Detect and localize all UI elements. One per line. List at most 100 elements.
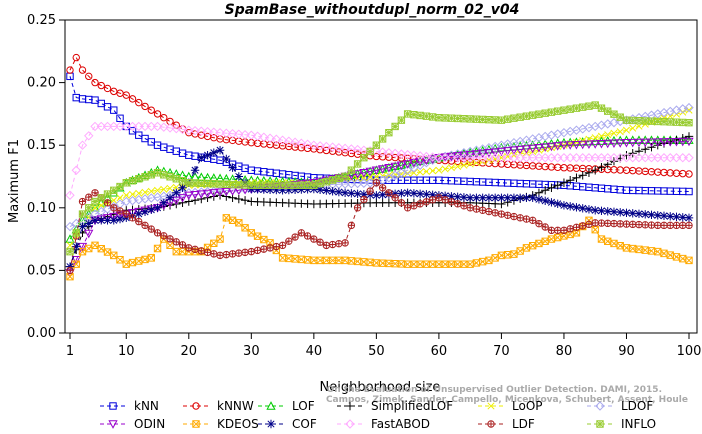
data-point-inflo [322,178,331,186]
data-point-fastabod [77,140,88,150]
data-point-inflo [503,115,512,123]
data-point-ldf [466,204,474,212]
data-point-cof [322,186,331,195]
data-point-cof [159,198,168,207]
data-point-ldf [128,214,137,222]
data-point-ldf [579,222,587,230]
data-point-kdeos [241,224,249,232]
data-point-odin [202,189,213,199]
data-point-fastabod [421,151,432,162]
data-point-fastabod [402,149,413,160]
data-point-loop [160,185,168,193]
data-point-inflo [253,181,262,189]
legend-item-lof: LOF [258,399,315,413]
data-point-ldf [347,221,356,229]
data-point-ldof [390,170,400,180]
data-point-ldf [397,199,406,207]
data-point-cof [547,198,556,207]
data-point-ldf [572,223,581,231]
data-point-ldof [684,102,694,113]
data-point-ldf [516,214,524,222]
data-point-knnw [141,102,149,111]
data-point-cof [353,189,362,198]
series-line-odin [69,140,690,274]
data-point-simplifiedlof [647,143,656,152]
data-point-odin [640,138,650,148]
data-point-ldf [635,220,643,229]
legend-item-ldof: LDOF [587,399,653,413]
data-point-fastabod [477,153,488,163]
legend-label-knnw: kNNW [217,399,254,413]
data-point-odin [484,149,494,158]
data-point-odin [646,138,657,148]
data-point-fastabod [177,124,188,135]
data-point-ldf [247,248,256,256]
data-point-fastabod [159,122,169,132]
data-point-inflo [497,116,506,124]
data-point-ldf [253,246,262,254]
data-point-inflo [572,104,581,112]
data-point-fastabod [527,153,538,163]
data-point-loop [435,166,443,174]
data-point-kdeos [85,244,93,253]
data-point-odin [671,137,682,147]
data-point-loop [610,129,618,137]
data-point-inflo [247,181,256,189]
data-point-inflo [335,174,343,182]
data-point-odin [71,256,81,265]
data-point-odin [171,196,181,206]
data-point-inflo [629,116,637,125]
credit-line-1: On the Evaluation of Unsupervised Outlie… [327,385,662,395]
data-point-loop [166,184,174,192]
data-point-inflo [635,116,643,125]
data-point-ldf [303,232,312,240]
x-tick-label: 100 [677,344,702,359]
data-point-cof [334,187,344,197]
data-point-fastabod [446,153,457,163]
legend-marker-fastabod [345,419,355,429]
data-point-odin [565,141,575,150]
data-point-kdeos [485,256,493,265]
data-point-fastabod [340,143,350,154]
data-point-fastabod [646,153,657,163]
data-point-inflo [528,111,537,119]
data-point-ldf [616,220,624,228]
data-point-fastabod [490,153,500,163]
data-point-odin [528,144,538,154]
data-point-inflo [478,115,487,124]
data-point-cof [540,196,550,205]
data-point-fastabod [427,152,438,162]
data-point-inflo [472,115,481,123]
data-point-inflo [85,204,93,212]
data-point-ldf [416,200,424,208]
data-point-cof [465,193,475,202]
data-point-cof [672,212,681,222]
data-point-cof [628,209,637,218]
data-point-kdeos [572,229,581,237]
legend-marker-ldof [595,401,605,411]
data-point-ldf [472,205,481,213]
data-point-loop [153,186,162,194]
data-point-cof [634,209,644,219]
legend: kNN kNNW LOF SimplifiedLOF LoOP LDOF ODIN KDEOS… [100,399,656,431]
data-point-fastabod [327,142,338,152]
data-point-cof [315,185,325,194]
data-point-inflo [172,175,180,183]
data-point-knnw [66,66,74,74]
data-point-loop [360,174,368,182]
data-point-cof [222,154,231,164]
data-point-odin [578,140,588,150]
data-point-inflo [435,113,443,122]
data-point-inflo [116,182,124,191]
data-point-simplifiedlof [559,178,569,187]
data-point-cof [297,185,306,194]
y-axis: 0.00 0.05 0.10 0.15 0.20 0.25 [27,13,65,341]
data-point-loop [579,137,587,145]
data-point-ldf [335,240,343,248]
data-point-inflo [579,103,587,111]
data-point-inflo [210,180,218,188]
data-point-ldf [453,200,462,208]
chart-title: SpamBase_withoutdupl_norm_02_v04 [225,2,520,18]
x-tick-label: 40 [306,344,323,359]
